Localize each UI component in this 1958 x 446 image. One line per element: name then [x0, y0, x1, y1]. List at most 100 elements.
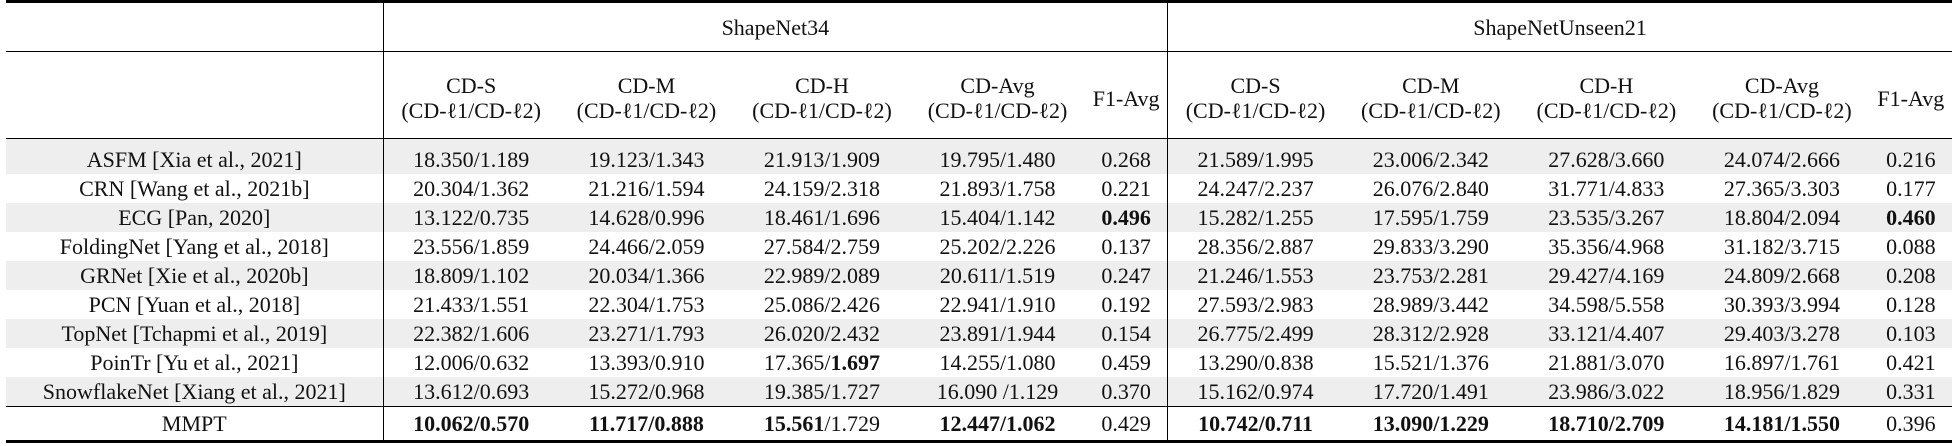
- table-row: ECG [Pan, 2020] 13.122/0.735 14.628/0.996 1…: [6, 203, 1952, 232]
- metric-header: CD-Avg (CD-ℓ1/CD-ℓ2): [909, 51, 1086, 139]
- value-cell: 27.365/3.303: [1723, 175, 1840, 201]
- value-cell: 26.076/2.840: [1372, 175, 1489, 201]
- value-cell: 13.393/0.910: [588, 349, 705, 375]
- value-cell: 0.396: [1869, 406, 1952, 443]
- value-cell: 0.370: [1085, 377, 1169, 407]
- method-cell: SnowflakeNet [Xiang et al., 2021]: [6, 377, 384, 407]
- value-cell: 24.159/2.318: [763, 175, 881, 201]
- value-cell: 30.393/3.994: [1723, 291, 1840, 317]
- value-cell: 0.459: [1085, 348, 1169, 377]
- value-cell: 23.891/1.944: [909, 319, 1086, 348]
- value-cell: 14.255/1.080: [939, 349, 1056, 375]
- method-cell: TopNet [Tchapmi et al., 2019]: [6, 319, 384, 348]
- value-cell: 0.460: [1869, 203, 1952, 232]
- table-row: SnowflakeNet [Xiang et al., 2021] 13.612/…: [6, 377, 1952, 407]
- value-cell: 23.006/2.342: [1343, 138, 1519, 174]
- table-row: ASFM [Xia et al., 2021] 18.350/1.189 19.12…: [6, 138, 1952, 174]
- value-cell: 14.181/1.550: [1694, 406, 1870, 443]
- group-header-shapenetunseen21: ShapeNetUnseen21: [1167, 0, 1952, 52]
- value-cell: 24.247/2.237: [1197, 175, 1314, 201]
- value-cell: 22.304/1.753: [588, 291, 705, 317]
- value-cell: 18.461/1.696: [734, 203, 910, 232]
- value-cell: 18.809/1.102: [383, 261, 559, 290]
- value-cell: 21.216/1.594: [588, 175, 705, 201]
- value-cell: 31.182/3.715: [1723, 233, 1840, 259]
- method-cell: MMPT: [6, 406, 384, 443]
- value-cell: 25.086/2.426: [763, 291, 881, 317]
- value-cell: 23.535/3.267: [1518, 203, 1695, 232]
- value-cell: 15.561/1.729: [734, 406, 910, 443]
- value-cell: 21.589/1.995: [1167, 138, 1344, 174]
- value-cell: 18.710/2.709: [1518, 406, 1695, 443]
- value-cell: 0.177: [1886, 175, 1936, 201]
- table-row: PoinTr [Yu et al., 2021] 12.006/0.632 13.3…: [6, 348, 1952, 377]
- table-row: CRN [Wang et al., 2021b] 20.304/1.362 21.2…: [6, 174, 1952, 203]
- value-cell: 14.628/0.996: [558, 203, 735, 232]
- value-cell: 0.268: [1085, 138, 1169, 174]
- method-cell: CRN [Wang et al., 2021b]: [6, 174, 384, 203]
- value-cell: 13.290/0.838: [1197, 349, 1314, 375]
- group-header-row: ShapeNet34 ShapeNetUnseen21: [6, 0, 1952, 52]
- metric-header: CD-H (CD-ℓ1/CD-ℓ2): [734, 51, 910, 139]
- value-cell: 13.612/0.693: [383, 377, 559, 407]
- metric-header: CD-Avg (CD-ℓ1/CD-ℓ2): [1694, 51, 1870, 139]
- value-cell: 35.356/4.968: [1548, 233, 1665, 259]
- value-cell: 13.122/0.735: [383, 203, 559, 232]
- method-cell: ECG [Pan, 2020]: [6, 203, 384, 232]
- value-cell: 29.403/3.278: [1694, 319, 1870, 348]
- table-row: PCN [Yuan et al., 2018] 21.433/1.551 22.30…: [6, 290, 1952, 319]
- table-row: TopNet [Tchapmi et al., 2019] 22.382/1.60…: [6, 319, 1952, 348]
- value-cell: 16.090 /1.129: [909, 377, 1086, 407]
- value-cell: 26.775/2.499: [1167, 319, 1344, 348]
- metric-header: CD-H (CD-ℓ1/CD-ℓ2): [1518, 51, 1695, 139]
- value-cell: 29.427/4.169: [1518, 261, 1695, 290]
- value-cell: 28.989/3.442: [1372, 291, 1489, 317]
- value-cell: 21.433/1.551: [413, 291, 530, 317]
- value-cell: 22.941/1.910: [939, 291, 1056, 317]
- method-header-blank: [6, 51, 384, 139]
- method-cell: FoldingNet [Yang et al., 2018]: [6, 232, 384, 261]
- value-cell: 0.221: [1085, 174, 1169, 203]
- method-cell: ASFM [Xia et al., 2021]: [6, 138, 384, 174]
- value-cell: 23.753/2.281: [1343, 261, 1519, 290]
- value-cell: 0.088: [1886, 233, 1936, 259]
- value-cell: 17.365/1.697: [763, 349, 881, 375]
- metric-header-row: CD-S (CD-ℓ1/CD-ℓ2) CD-M (CD-ℓ1/CD-ℓ2) CD-H…: [6, 51, 1952, 139]
- value-cell: 34.598/5.558: [1548, 291, 1665, 317]
- value-cell: 24.074/2.666: [1694, 138, 1870, 174]
- value-cell: 21.893/1.758: [939, 175, 1056, 201]
- value-cell: 20.611/1.519: [909, 261, 1086, 290]
- value-cell: 15.521/1.376: [1372, 349, 1489, 375]
- value-cell: 12.447/1.062: [909, 406, 1086, 443]
- value-cell: 15.272/0.968: [558, 377, 735, 407]
- value-cell: 13.090/1.229: [1343, 406, 1519, 443]
- value-cell: 21.913/1.909: [734, 138, 910, 174]
- value-cell: 17.595/1.759: [1343, 203, 1519, 232]
- value-cell: 24.466/2.059: [588, 233, 705, 259]
- method-cell: PoinTr [Yu et al., 2021]: [6, 348, 384, 377]
- table-row: FoldingNet [Yang et al., 2018] 23.556/1.8…: [6, 232, 1952, 261]
- value-cell: 24.809/2.668: [1694, 261, 1870, 290]
- value-cell: 0.208: [1869, 261, 1952, 290]
- value-cell: 27.593/2.983: [1197, 291, 1314, 317]
- value-cell: 20.034/1.366: [558, 261, 735, 290]
- metric-header: CD-S (CD-ℓ1/CD-ℓ2): [383, 51, 559, 139]
- value-cell: 23.271/1.793: [558, 319, 735, 348]
- value-cell: 0.331: [1869, 377, 1952, 407]
- results-body: ASFM [Xia et al., 2021] 18.350/1.189 19.12…: [6, 138, 1952, 443]
- metric-header: CD-S (CD-ℓ1/CD-ℓ2): [1167, 51, 1344, 139]
- value-cell: 0.128: [1886, 291, 1936, 317]
- results-table: ShapeNet34 ShapeNetUnseen21 CD-S (CD-ℓ1/C…: [6, 0, 1952, 443]
- value-cell: 25.202/2.226: [939, 233, 1056, 259]
- value-cell: 18.350/1.189: [383, 138, 559, 174]
- value-cell: 15.282/1.255: [1167, 203, 1344, 232]
- table-row-mmpt: MMPT 10.062/0.570 11.717/0.888 15.561/1.729…: [6, 406, 1952, 443]
- value-cell: 0.429: [1085, 406, 1169, 443]
- value-cell: 21.881/3.070: [1548, 349, 1665, 375]
- value-cell: 28.312/2.928: [1343, 319, 1519, 348]
- value-cell: 23.556/1.859: [413, 233, 530, 259]
- value-cell: 10.062/0.570: [383, 406, 559, 443]
- value-cell: 0.192: [1085, 290, 1169, 319]
- value-cell: 0.496: [1085, 203, 1169, 232]
